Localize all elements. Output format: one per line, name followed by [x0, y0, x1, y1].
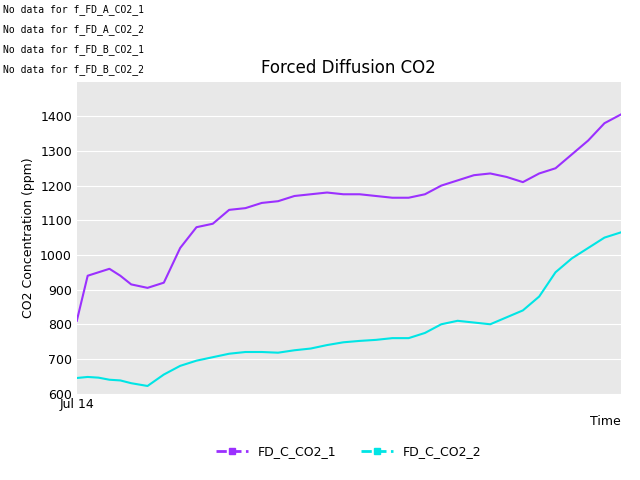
Legend: FD_C_CO2_1, FD_C_CO2_2: FD_C_CO2_1, FD_C_CO2_2: [211, 441, 486, 463]
Text: No data for f_FD_B_CO2_1: No data for f_FD_B_CO2_1: [3, 44, 144, 55]
Y-axis label: CO2 Concentration (ppm): CO2 Concentration (ppm): [22, 157, 35, 318]
Text: No data for f_FD_A_CO2_2: No data for f_FD_A_CO2_2: [3, 24, 144, 35]
Text: Time: Time: [590, 415, 621, 429]
Text: No data for f_FD_B_CO2_2: No data for f_FD_B_CO2_2: [3, 64, 144, 75]
Text: No data for f_FD_A_CO2_1: No data for f_FD_A_CO2_1: [3, 4, 144, 15]
Title: Forced Diffusion CO2: Forced Diffusion CO2: [261, 59, 436, 77]
